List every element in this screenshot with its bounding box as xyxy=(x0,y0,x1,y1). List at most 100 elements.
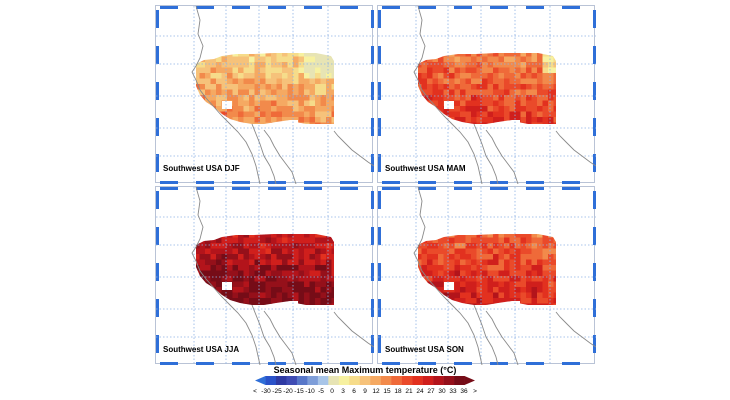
grid-cell xyxy=(482,292,488,299)
grid-cell xyxy=(504,281,510,288)
grid-cell xyxy=(454,287,461,293)
grid-cell xyxy=(293,281,299,288)
grid-cell xyxy=(315,106,321,112)
grid-cell xyxy=(260,122,266,124)
grid-cell xyxy=(271,117,277,123)
grid-cell xyxy=(326,254,332,260)
grid-cell xyxy=(432,292,439,299)
grid-cell xyxy=(326,73,332,79)
grid-cell xyxy=(271,276,277,282)
grid-cell xyxy=(460,122,466,124)
grid-cell xyxy=(548,265,554,271)
grid-cell xyxy=(465,78,472,85)
grid-cell xyxy=(309,281,316,288)
grid-cell xyxy=(221,95,228,101)
graticule xyxy=(378,187,596,365)
grid-cell xyxy=(443,243,450,249)
grid-cell xyxy=(432,259,439,266)
grid-cell xyxy=(216,265,222,271)
grid-cell xyxy=(260,298,266,304)
grid-cell xyxy=(548,237,554,244)
grid-cell xyxy=(471,270,477,277)
grid-cell xyxy=(498,84,505,90)
grid-cell xyxy=(471,254,477,260)
grid-cell xyxy=(460,248,466,255)
grid-cell xyxy=(421,89,428,96)
grid-cell xyxy=(199,84,206,90)
grid-cell xyxy=(210,281,217,288)
grid-cell xyxy=(487,78,494,85)
grid-cell xyxy=(282,53,288,57)
grid-cell xyxy=(460,298,466,304)
grid-cell xyxy=(227,95,233,101)
grid-cell xyxy=(287,67,294,74)
grid-cell xyxy=(465,292,472,299)
grid-cell xyxy=(216,303,222,305)
grid-cell xyxy=(265,248,272,255)
grid-cell xyxy=(493,298,499,304)
grid-cell xyxy=(199,287,206,293)
grid-cell xyxy=(471,303,477,305)
grid-cell xyxy=(526,281,532,288)
grid-cell xyxy=(216,89,222,96)
grid-cell xyxy=(254,298,261,304)
grid-cell xyxy=(504,270,510,277)
grid-cell xyxy=(476,78,483,85)
grid-cell xyxy=(509,234,516,238)
grid-cell xyxy=(232,276,239,282)
map-canvas xyxy=(156,187,374,365)
grid-cell xyxy=(309,56,316,63)
grid-cell xyxy=(243,248,250,255)
grid-cell xyxy=(438,281,444,288)
grid-cell xyxy=(271,265,277,271)
grid-cell xyxy=(315,265,321,271)
grid-cell xyxy=(537,62,543,68)
grid-cell xyxy=(493,276,499,282)
grid-cell xyxy=(326,287,332,293)
grid-cell xyxy=(221,53,228,57)
grid-cell xyxy=(271,84,277,90)
grid-cell xyxy=(196,265,200,271)
grid-cell xyxy=(265,100,272,107)
map-panel-mam: Southwest USA MAM xyxy=(377,5,596,184)
legend-tick-label: -10 xyxy=(305,388,315,395)
grid-cell xyxy=(449,56,455,63)
grid-cell xyxy=(254,122,261,124)
grid-cell xyxy=(542,100,549,107)
grid-cell xyxy=(276,243,283,249)
grid-cell xyxy=(471,73,477,79)
grid-cell xyxy=(210,270,217,277)
grid-cell xyxy=(320,259,327,266)
grid-cell xyxy=(293,89,299,96)
grid-cell xyxy=(199,243,206,249)
grid-cell xyxy=(476,73,483,79)
grid-cell xyxy=(509,67,516,74)
grid-cell xyxy=(249,234,255,238)
grid-cell xyxy=(320,292,327,299)
grid-cell xyxy=(216,243,222,249)
grid-cell xyxy=(553,100,556,107)
grid-cell xyxy=(243,62,250,68)
grid-cell xyxy=(287,243,294,249)
coastline xyxy=(251,304,277,365)
grid-cell xyxy=(493,303,499,305)
map-frame-ticks xyxy=(156,6,374,184)
grid-cell xyxy=(526,84,532,90)
grid-cell xyxy=(249,243,255,249)
grid-cell xyxy=(243,237,250,244)
grid-cell xyxy=(460,303,466,305)
grid-cell xyxy=(221,243,228,249)
grid-cell xyxy=(476,270,483,277)
grid-cell xyxy=(254,270,261,277)
grid-cell xyxy=(304,303,310,305)
grid-cell xyxy=(254,276,261,282)
grid-cell xyxy=(243,53,250,57)
grid-cell xyxy=(542,84,549,90)
grid-cell xyxy=(443,78,450,85)
grid-cell xyxy=(482,243,488,249)
grid-cell xyxy=(326,67,332,74)
grid-cell xyxy=(504,248,510,255)
grid-cell xyxy=(265,292,272,299)
grid-cell xyxy=(531,62,538,68)
grid-cell xyxy=(271,111,277,118)
